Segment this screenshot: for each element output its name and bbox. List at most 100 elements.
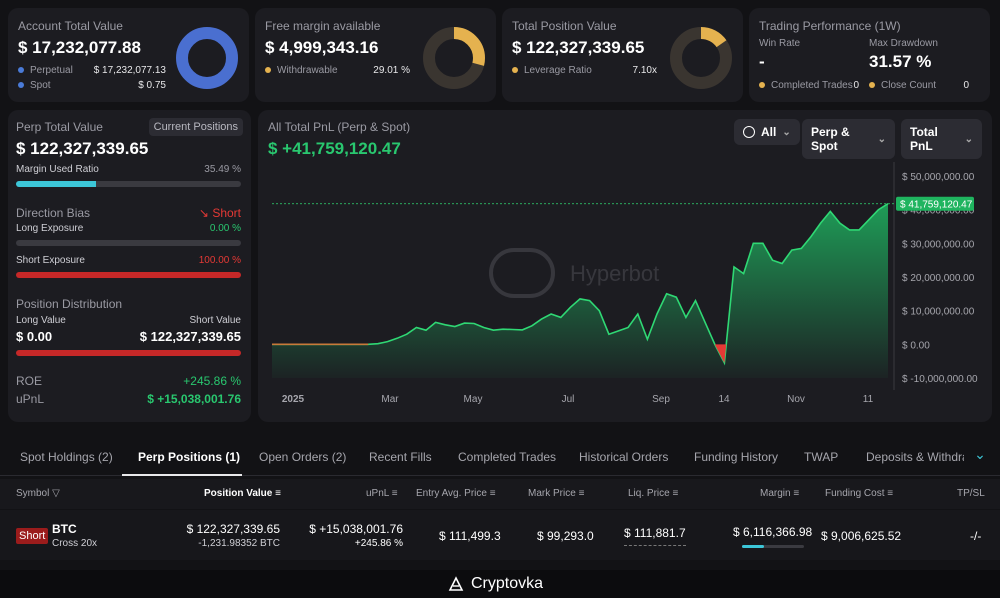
cryptovka-logo-icon — [448, 576, 464, 591]
account-total-title: Account Total Value — [18, 19, 123, 33]
free-margin-value: $ 4,999,343.16 — [265, 38, 379, 57]
clock-icon — [743, 126, 755, 138]
th-liq-price[interactable]: Liq. Price ≡ — [628, 488, 679, 499]
withdrawable-row: Withdrawable 29.01 % — [265, 65, 410, 76]
scope-filter-label: Perp & Spot — [811, 125, 850, 153]
x-tick-label: Nov — [787, 394, 805, 405]
th-position-value[interactable]: Position Value ≡ — [204, 488, 281, 499]
direction-bias-value: Short — [212, 206, 241, 220]
tab-7[interactable]: TWAP — [804, 450, 839, 464]
entry-price: $ 111,499.3 — [439, 529, 501, 543]
th-entry-price[interactable]: Entry Avg. Price ≡ — [416, 488, 496, 499]
perp-total-title: Perp Total Value — [16, 120, 103, 134]
short-exposure-bar — [16, 272, 241, 278]
tabs-divider — [0, 475, 1000, 476]
perpetual-label: Perpetual — [30, 65, 73, 76]
completed-trades-row: Completed Trades 0 — [759, 80, 859, 91]
distribution-bar — [16, 350, 241, 356]
margin-used-row: Margin Used Ratio 35.49 % — [16, 164, 241, 175]
upnl-value: $ +15,038,001.76 — [147, 392, 241, 406]
sort-icon: ≡ — [391, 488, 398, 499]
x-tick-label: Sep — [652, 394, 670, 405]
tpsl: -/- — [970, 529, 982, 543]
long-exposure-value: 0.00 % — [209, 223, 241, 234]
max-drawdown-value: 31.57 % — [869, 52, 932, 71]
x-tick-label: May — [464, 394, 483, 405]
th-tpsl: TP/SL — [957, 488, 985, 499]
x-tick-label: Mar — [381, 394, 399, 405]
position-size: -1,231.98352 BTC — [198, 538, 280, 549]
tab-6[interactable]: Funding History — [694, 450, 779, 464]
distribution-values-row: $ 0.00 $ 122,327,339.65 — [16, 329, 241, 344]
y-tick-label: $ 0.00 — [902, 340, 930, 351]
tab-5[interactable]: Historical Orders — [579, 450, 669, 464]
leverage-label: Leverage Ratio — [524, 65, 592, 76]
account-total-value: $ 17,232,077.88 — [18, 38, 141, 57]
long-value: $ 0.00 — [16, 329, 53, 344]
withdrawable-value: 29.01 % — [373, 65, 410, 76]
th-symbol[interactable]: Symbol ▽ — [16, 488, 60, 499]
short-exposure-label: Short Exposure — [16, 255, 85, 266]
th-upnl[interactable]: uPnL ≡ — [366, 488, 398, 499]
completed-dot — [759, 82, 765, 89]
position-value-card: Total Position Value $ 122,327,339.65 Le… — [502, 8, 743, 102]
x-tick-label: 11 — [863, 394, 874, 405]
symbol[interactable]: BTC — [52, 522, 77, 536]
performance-title: Trading Performance (1W) — [759, 19, 901, 33]
position-value-amount: $ 122,327,339.65 — [512, 38, 645, 57]
margin-mode: Cross 20x — [52, 538, 98, 549]
direction-bias-label: Direction Bias — [16, 206, 91, 220]
watermark-logo: Hyperbot — [489, 248, 659, 298]
leverage-dot — [512, 67, 518, 74]
short-value-label: Short Value — [189, 315, 241, 326]
chevron-down-icon: ⌄ — [964, 133, 973, 145]
tab-4[interactable]: Completed Trades — [458, 450, 557, 464]
y-tick-label: $ -10,000,000.00 — [902, 374, 978, 385]
tab-8[interactable]: Deposits & Withdraw — [866, 450, 964, 464]
x-tick-label: 14 — [718, 394, 730, 405]
roe-value: +245.86 % — [183, 374, 241, 388]
trend-down-icon: ↘ — [198, 206, 213, 220]
side-badge: Short — [16, 528, 49, 544]
close-label: Close Count — [881, 80, 937, 91]
footer-bar — [0, 570, 1000, 598]
upnl-label: uPnL — [16, 392, 45, 406]
tab-1[interactable]: Perp Positions (1) — [138, 450, 241, 464]
long-exposure-bar — [16, 240, 241, 246]
current-positions-badge[interactable]: Current Positions — [148, 118, 243, 136]
close-dot — [869, 82, 875, 89]
perpetual-row: Perpetual $ 17,232,077.13 — [18, 65, 166, 76]
margin-used-fill — [16, 181, 96, 187]
margin-cell: $ 6,116,366.98 — [733, 525, 813, 539]
spot-row: Spot $ 0.75 — [18, 80, 166, 91]
th-margin[interactable]: Margin ≡ — [760, 488, 800, 499]
spot-label: Spot — [30, 80, 51, 91]
distribution-short-fill — [16, 350, 241, 356]
filter-icon: ▽ — [52, 488, 60, 499]
metric-filter-dropdown[interactable]: Total PnL ⌄ — [901, 119, 982, 159]
spot-dot — [18, 82, 24, 89]
performance-card: Trading Performance (1W) Win Rate - Max … — [749, 8, 990, 102]
short-exposure-fill — [16, 272, 241, 278]
y-tick-label: $ 30,000,000.00 — [902, 239, 975, 250]
position-distribution-label: Position Distribution — [16, 297, 123, 311]
short-exposure-value: 100.00 % — [198, 255, 241, 266]
th-mark-price[interactable]: Mark Price ≡ — [528, 488, 585, 499]
tab-2[interactable]: Open Orders (2) — [259, 450, 347, 464]
table-row[interactable] — [0, 510, 1000, 560]
sort-icon: ≡ — [578, 488, 585, 499]
close-value: 0 — [963, 80, 969, 91]
tab-3[interactable]: Recent Fills — [369, 450, 432, 464]
roe-row: ROE +245.86 % — [16, 374, 241, 388]
long-exposure-label: Long Exposure — [16, 223, 84, 234]
tabs-scroll-chevron[interactable]: ⌄ — [974, 446, 986, 462]
tab-0[interactable]: Spot Holdings (2) — [20, 450, 113, 464]
time-filter-dropdown[interactable]: All ⌄ — [734, 119, 800, 145]
scope-filter-dropdown[interactable]: Perp & Spot ⌄ — [802, 119, 895, 159]
y-tick-label: $ 20,000,000.00 — [902, 273, 975, 284]
chevron-down-icon: ⌄ — [877, 133, 886, 145]
completed-label: Completed Trades — [771, 80, 853, 91]
y-tick-label: $ 40,000,000.00 — [902, 206, 975, 217]
margin-cell-bar — [742, 545, 804, 548]
th-funding-cost[interactable]: Funding Cost ≡ — [825, 488, 894, 499]
